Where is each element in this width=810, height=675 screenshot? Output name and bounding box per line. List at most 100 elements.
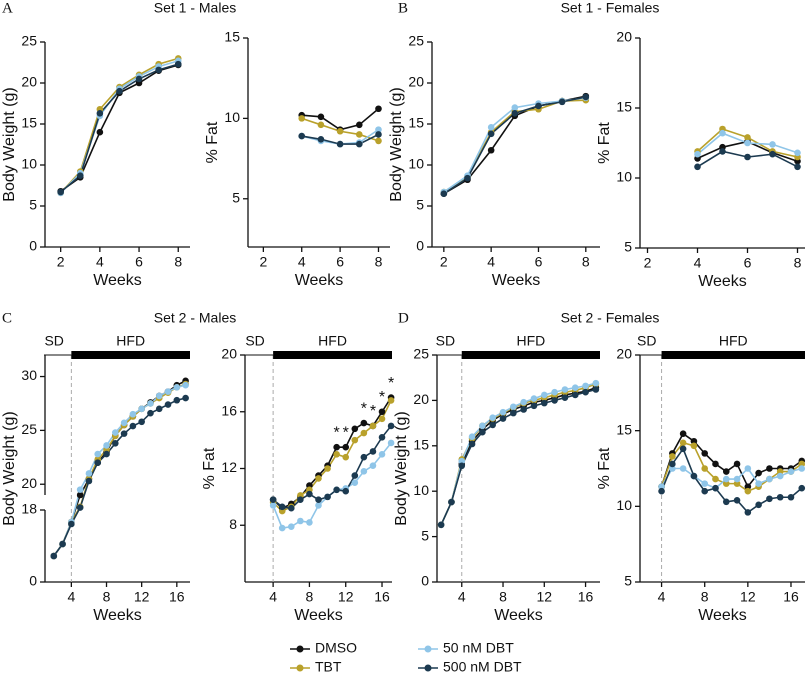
y-tick-label: 5 bbox=[624, 573, 632, 589]
y-tick-label: 20 bbox=[616, 29, 632, 45]
data-point bbox=[174, 60, 182, 68]
x-tick-label: 4 bbox=[96, 254, 104, 270]
diet-label: HFD bbox=[116, 333, 145, 349]
x-axis-label: Weeks bbox=[492, 272, 541, 289]
hfd-bar bbox=[273, 351, 392, 359]
data-point bbox=[182, 394, 189, 402]
data-point bbox=[138, 405, 145, 413]
data-point bbox=[324, 493, 331, 501]
data-point bbox=[112, 440, 119, 447]
data-point bbox=[658, 487, 665, 495]
data-point bbox=[437, 521, 445, 529]
data-point bbox=[76, 491, 84, 499]
x-axis-label: Weeks bbox=[494, 607, 543, 624]
subplot: 5 10 15 20 2 4 6 8 Weeks % Fat bbox=[596, 29, 805, 290]
data-point bbox=[378, 433, 386, 441]
data-point bbox=[278, 503, 286, 511]
panel-title: Set 1 - Females bbox=[561, 0, 660, 16]
data-point bbox=[487, 130, 495, 138]
significance-mark: * bbox=[361, 400, 367, 417]
data-point bbox=[755, 501, 762, 509]
y-axis-label: % Fat bbox=[596, 122, 613, 164]
y-tick-label: 25 bbox=[21, 33, 37, 49]
data-point bbox=[68, 520, 75, 528]
y-tick-label: 5 bbox=[232, 189, 240, 205]
data-point bbox=[147, 400, 154, 407]
series-line bbox=[440, 386, 597, 526]
y-tick-label: 10 bbox=[616, 497, 632, 513]
data-point bbox=[744, 487, 752, 495]
data-point bbox=[351, 425, 359, 433]
legend-label: TBT bbox=[315, 659, 342, 675]
data-point bbox=[540, 399, 548, 407]
panel-title: Set 2 - Males bbox=[154, 310, 236, 326]
series-line bbox=[53, 383, 186, 557]
data-point bbox=[360, 468, 368, 475]
data-point bbox=[57, 188, 64, 196]
subplot: 0 5 10 15 20 25 2 4 6 8 Weeks Body Weight (g) bbox=[1, 33, 190, 289]
x-axis-label: Weeks bbox=[93, 272, 142, 289]
x-tick-label: 12 bbox=[740, 589, 756, 605]
y-tick-label: 15 bbox=[408, 115, 424, 131]
data-point bbox=[468, 440, 476, 448]
data-point bbox=[369, 462, 377, 469]
y-tick-label: 5 bbox=[29, 197, 37, 213]
data-point bbox=[297, 517, 304, 525]
subplot: 20 25 30 0 18 4 8 12 16 Weeks Body Weight (g) SD HFD bbox=[1, 333, 190, 624]
x-tick-label: 8 bbox=[582, 254, 590, 270]
data-point bbox=[690, 472, 698, 480]
x-tick-label: 8 bbox=[306, 589, 314, 605]
y-tick-label: 18 bbox=[21, 501, 37, 517]
data-point bbox=[297, 496, 304, 504]
data-point bbox=[551, 397, 558, 404]
y-axis-label: Body Weight (g) bbox=[1, 87, 18, 201]
data-point bbox=[355, 131, 363, 138]
x-axis-label: Weeks bbox=[295, 272, 344, 289]
y-tick-label: 0 bbox=[29, 573, 37, 589]
data-point bbox=[733, 460, 741, 468]
y-tick-label: 25 bbox=[408, 33, 424, 49]
hfd-bar bbox=[461, 351, 600, 359]
x-tick-label: 8 bbox=[701, 589, 709, 605]
x-tick-label: 4 bbox=[658, 589, 666, 605]
data-point bbox=[342, 453, 350, 461]
data-point bbox=[182, 381, 189, 389]
data-point bbox=[499, 408, 507, 416]
data-point bbox=[679, 465, 687, 472]
data-point bbox=[755, 469, 762, 477]
data-point bbox=[317, 135, 325, 143]
significance-mark: * bbox=[343, 424, 349, 441]
panel-letter: D bbox=[398, 310, 409, 326]
data-point bbox=[798, 465, 806, 472]
x-tick-label: 4 bbox=[694, 255, 702, 271]
data-point bbox=[679, 439, 687, 447]
data-point bbox=[96, 128, 104, 136]
data-point bbox=[489, 421, 497, 429]
y-axis-label: Body Weight (g) bbox=[388, 87, 405, 201]
data-point bbox=[342, 443, 350, 451]
legend-marker bbox=[424, 645, 432, 653]
y-tick-label: 5 bbox=[624, 239, 632, 255]
x-tick-label: 6 bbox=[744, 255, 752, 271]
data-point bbox=[369, 422, 377, 430]
data-point bbox=[375, 126, 382, 133]
data-point bbox=[324, 465, 331, 472]
data-point bbox=[155, 66, 162, 74]
data-point bbox=[94, 459, 102, 466]
data-point bbox=[336, 127, 344, 135]
data-point bbox=[112, 429, 119, 436]
data-point bbox=[269, 496, 277, 504]
data-point bbox=[712, 475, 719, 483]
data-point bbox=[333, 443, 340, 451]
y-tick-label: 20 bbox=[408, 74, 424, 90]
y-tick-label: 15 bbox=[616, 421, 632, 437]
data-point bbox=[351, 436, 359, 444]
significance-mark: * bbox=[388, 375, 394, 392]
data-point bbox=[719, 129, 726, 137]
data-point bbox=[794, 149, 801, 157]
y-tick-label: 15 bbox=[224, 29, 240, 45]
data-point bbox=[722, 475, 730, 483]
data-point bbox=[85, 477, 93, 485]
data-point bbox=[487, 146, 495, 154]
data-point bbox=[164, 401, 172, 408]
